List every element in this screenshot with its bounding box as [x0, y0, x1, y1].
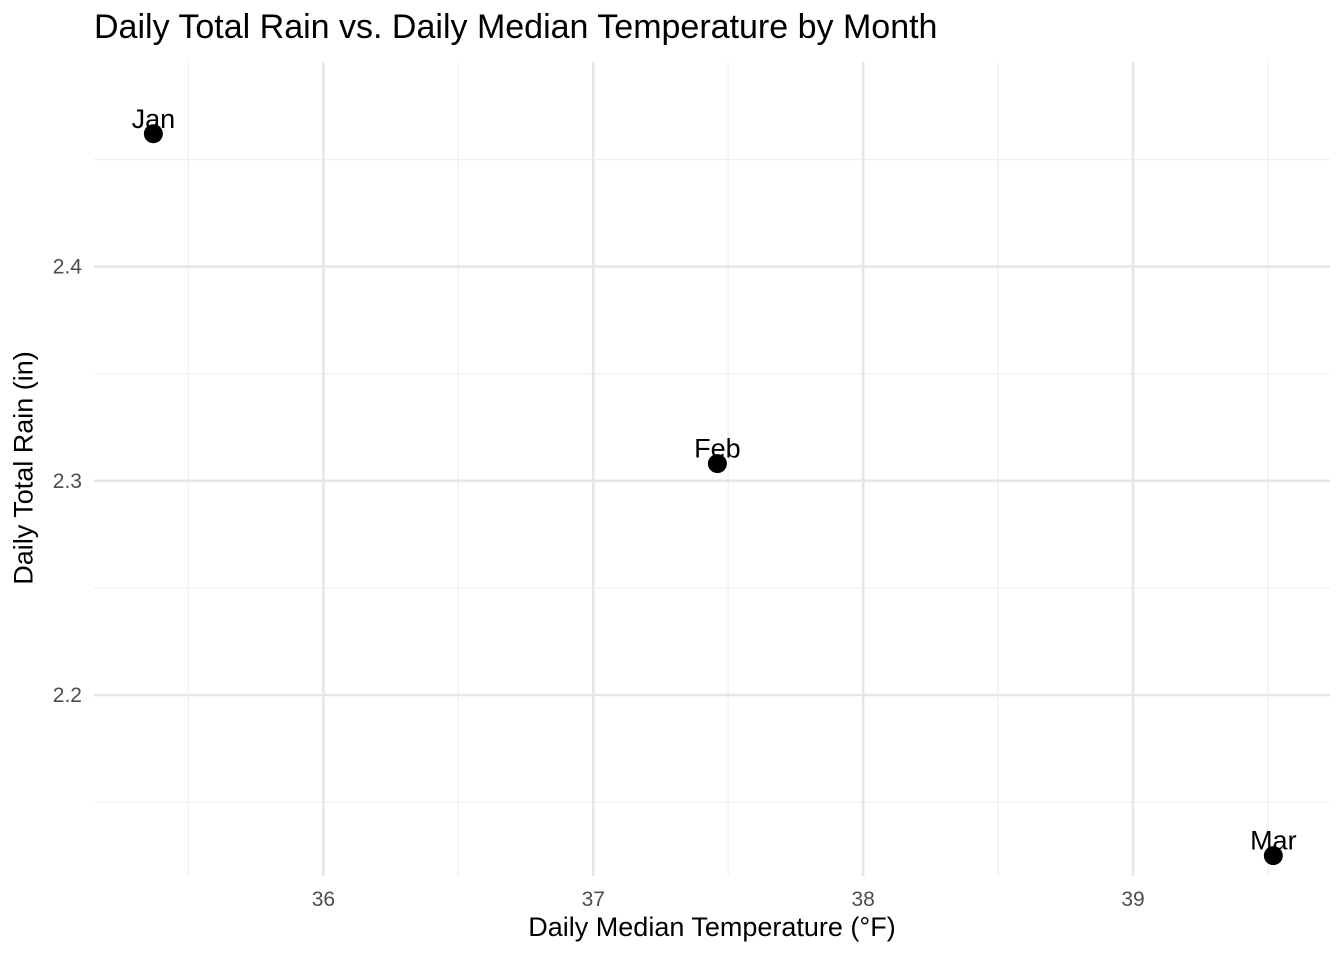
y-tick-label: 2.3 [53, 470, 82, 493]
x-tick-label: 38 [851, 888, 874, 911]
y-tick-label: 2.4 [53, 256, 83, 279]
data-label: Mar [1250, 826, 1297, 856]
y-axis-label: Daily Total Rain (in) [8, 351, 39, 585]
data-point [1263, 846, 1283, 866]
chart-title: Daily Total Rain vs. Daily Median Temper… [94, 8, 938, 46]
x-tick-label: 39 [1121, 888, 1144, 911]
x-axis-label: Daily Median Temperature (°F) [528, 912, 896, 942]
data-label: Jan [132, 104, 176, 134]
x-tick-label: 37 [582, 888, 605, 911]
data-point [707, 454, 727, 474]
data-label: Feb [694, 434, 741, 464]
y-tick-label: 2.2 [53, 684, 82, 707]
data-point [143, 124, 163, 144]
x-tick-label: 36 [312, 888, 335, 911]
